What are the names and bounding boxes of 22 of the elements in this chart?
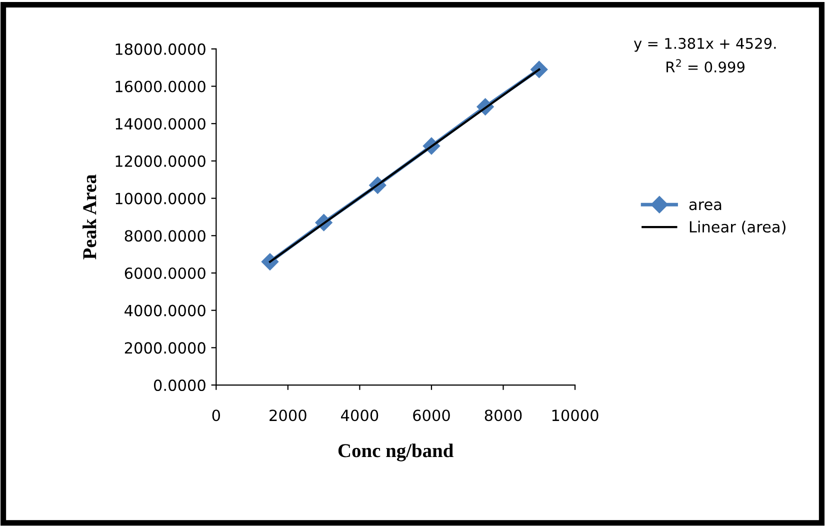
y-tick-label: 4000.0000	[124, 304, 206, 316]
text: R$^{2}$ = 0.999	[666, 59, 745, 72]
x-tick-label: 4000	[341, 410, 378, 422]
x-tick-label: 10000	[552, 410, 598, 422]
x-tick-label: 2000	[270, 410, 306, 422]
y-tick-label: 0.0000	[154, 379, 206, 392]
y-tick-label: 18000.0000	[116, 43, 206, 55]
text: y = 1.381x + 4529.	[634, 38, 776, 52]
y-tick-label: 2000.0000	[124, 342, 206, 354]
x-tick-label: 0	[212, 410, 220, 422]
y-tick-label: 14000.0000	[116, 118, 206, 130]
x-tick-label: 8000	[484, 410, 522, 422]
y-tick-label: 6000.0000	[124, 267, 206, 280]
y-tick-label: 16000.0000	[116, 80, 206, 92]
y-tick-label: 12000.0000	[116, 155, 206, 167]
y-tick-label: 10000.0000	[116, 192, 206, 204]
y-tick-label: 8000.0000	[124, 230, 206, 242]
y-axis-title: Peak Area	[82, 174, 96, 260]
legend-label: Linear (area)	[690, 220, 786, 234]
legend-label: area	[689, 201, 722, 210]
x-tick-label: 6000	[413, 410, 450, 422]
x-axis-title: Conc ng/band	[338, 444, 454, 462]
